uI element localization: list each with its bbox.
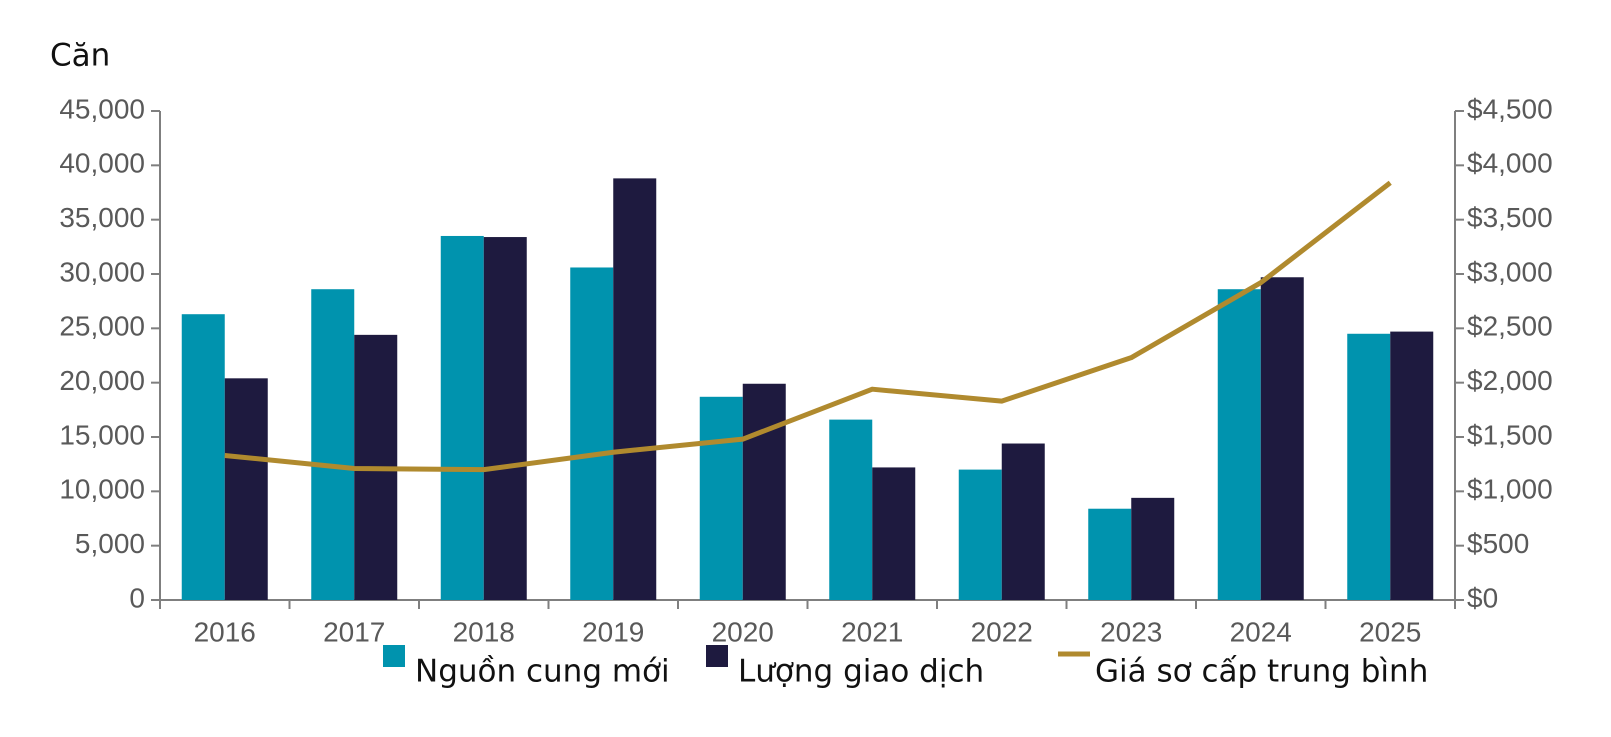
bar	[1088, 508, 1132, 600]
legend-swatch	[706, 645, 728, 667]
y2-tick-label: $4,000	[1467, 148, 1553, 179]
y2-tick-label: $500	[1467, 528, 1529, 559]
bar	[1131, 497, 1175, 600]
y-tick-label: 35,000	[59, 202, 145, 233]
y-tick-label: 10,000	[59, 474, 145, 505]
bar	[1390, 331, 1434, 600]
x-tick-label: 2019	[582, 616, 644, 647]
bar	[742, 383, 786, 600]
y-tick-label: 20,000	[59, 365, 145, 396]
x-tick-label: 2022	[971, 616, 1033, 647]
legend-label: Nguồn cung mới	[415, 654, 670, 690]
line	[224, 180, 1392, 473]
y-tick-label: 15,000	[59, 419, 145, 450]
bar	[1347, 333, 1391, 600]
bar	[570, 267, 614, 600]
y2-tick-label: $1,000	[1467, 474, 1553, 505]
y-tick-label: 40,000	[59, 148, 145, 179]
y-tick-label: 25,000	[59, 311, 145, 342]
x-tick-label: 2017	[323, 616, 385, 647]
y2-tick-label: $3,500	[1467, 202, 1553, 233]
bar	[224, 378, 268, 600]
bar	[483, 237, 527, 600]
bar	[181, 314, 225, 600]
y2-tick-label: $2,000	[1467, 365, 1553, 396]
y-tick-label: 0	[129, 582, 145, 613]
x-tick-label: 2018	[453, 616, 515, 647]
bar	[613, 178, 657, 600]
bar	[872, 467, 916, 600]
x-tick-label: 2021	[841, 616, 903, 647]
bar	[440, 235, 484, 600]
y-axis-title: Căn	[50, 38, 110, 74]
x-tick-label: 2024	[1230, 616, 1292, 647]
x-tick-label: 2025	[1359, 616, 1421, 647]
y-tick-label: 30,000	[59, 256, 145, 287]
y-tick-label: 5,000	[75, 528, 145, 559]
bar	[311, 289, 355, 600]
legend-label: Giá sơ cấp trung bình	[1095, 654, 1428, 690]
x-tick-label: 2016	[194, 616, 256, 647]
bar	[958, 469, 1002, 600]
bar	[829, 419, 873, 600]
bar	[1001, 443, 1045, 600]
y2-tick-label: $2,500	[1467, 311, 1553, 342]
y2-tick-label: $0	[1467, 582, 1498, 613]
x-tick-label: 2023	[1100, 616, 1162, 647]
x-tick-label: 2020	[712, 616, 774, 647]
bar	[1260, 277, 1304, 600]
y2-tick-label: $4,500	[1467, 93, 1553, 124]
bar	[1217, 289, 1261, 600]
bar	[699, 396, 743, 600]
y-tick-label: 45,000	[59, 93, 145, 124]
legend-swatch	[383, 645, 405, 667]
y2-tick-label: $1,500	[1467, 419, 1553, 450]
legend-label: Lượng giao dịch	[738, 654, 984, 690]
y2-tick-label: $3,000	[1467, 256, 1553, 287]
